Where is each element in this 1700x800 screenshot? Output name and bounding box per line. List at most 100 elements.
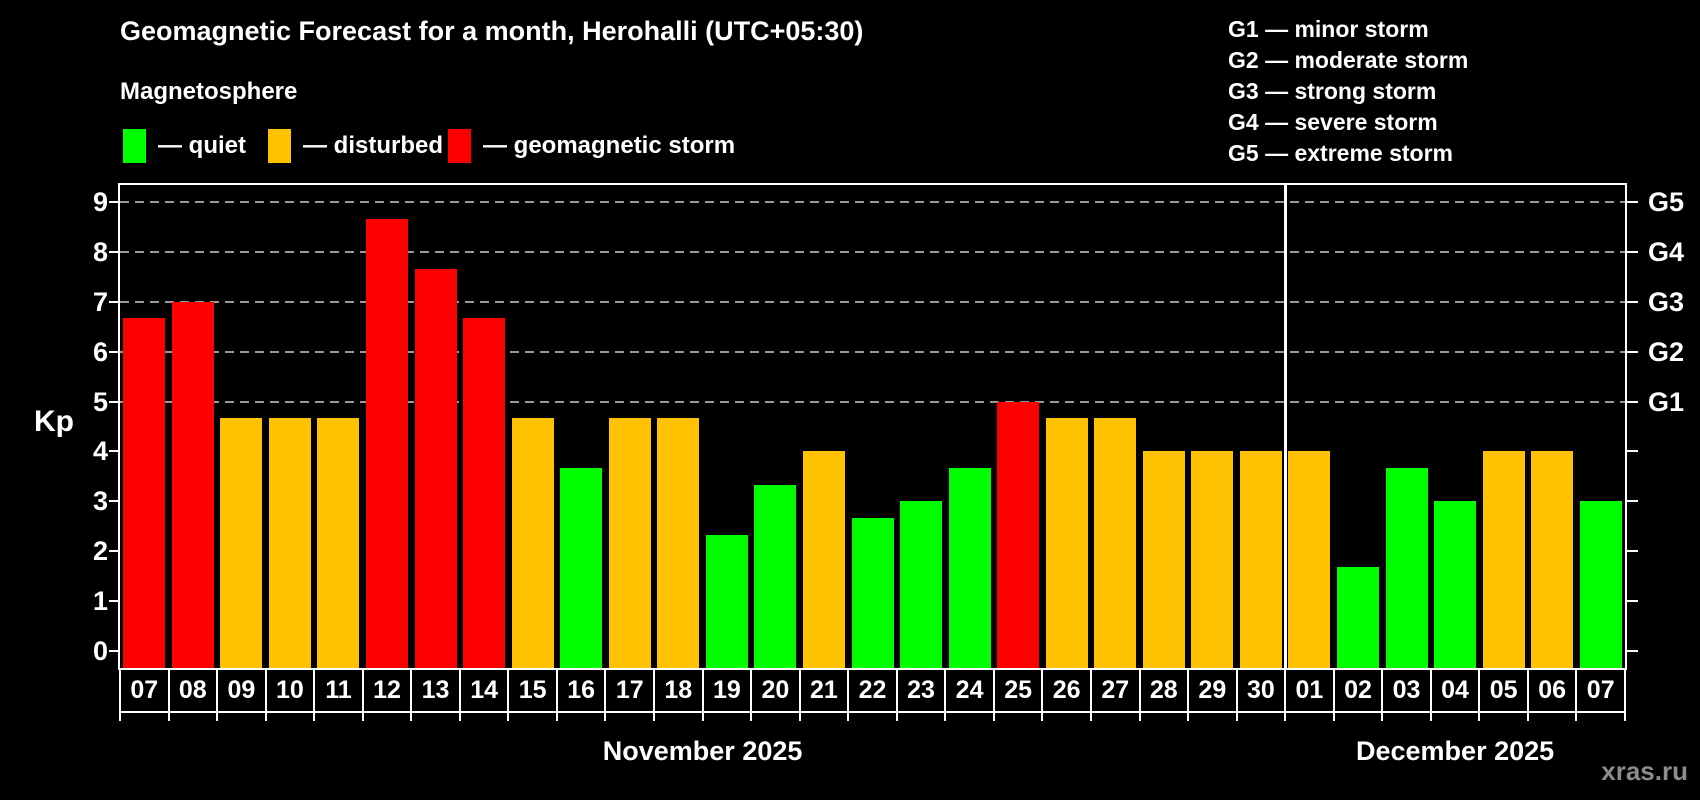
day-label: 23 xyxy=(895,668,947,713)
legend-label-storm: — geomagnetic storm xyxy=(483,132,736,159)
day-boundary-tick xyxy=(1187,713,1190,721)
day-label: 08 xyxy=(167,668,219,713)
kp-bar-10 xyxy=(268,418,311,668)
day-label: 27 xyxy=(1089,668,1141,713)
kp-bar-28 xyxy=(1142,451,1185,668)
right-axis-tick-8 xyxy=(1625,251,1638,254)
day-boundary-tick xyxy=(653,713,656,721)
day-label: 28 xyxy=(1138,668,1190,713)
day-boundary-tick xyxy=(1575,713,1578,721)
day-boundary-tick xyxy=(167,713,170,721)
day-label: 18 xyxy=(653,668,704,713)
kp-bar-19 xyxy=(705,534,748,668)
left-axis-tick-7 xyxy=(109,301,120,303)
day-boundary-tick xyxy=(1624,713,1626,721)
kp-tick-label-6: 6 xyxy=(92,336,108,367)
chart-title: Geomagnetic Forecast for a month, Heroha… xyxy=(120,16,864,46)
day-label: 17 xyxy=(604,668,656,713)
day-boundary-tick xyxy=(847,713,850,721)
left-axis-tick-2 xyxy=(109,549,120,552)
kp-bar-21 xyxy=(802,451,845,668)
day-label: 21 xyxy=(798,668,850,713)
day-label: 02 xyxy=(1332,668,1384,713)
day-label: 06 xyxy=(1526,668,1578,713)
kp-bar-16 xyxy=(560,467,603,668)
day-label: 07 xyxy=(1575,668,1626,713)
day-label: 20 xyxy=(750,668,801,713)
chart-subtitle: Magnetosphere xyxy=(120,78,298,105)
kp-bar-13 xyxy=(414,268,457,668)
day-label: 30 xyxy=(1235,668,1287,713)
right-axis-tick-9 xyxy=(1625,201,1638,204)
gridline-kp7 xyxy=(120,301,1625,303)
day-boundary-tick xyxy=(798,713,801,721)
day-label: 26 xyxy=(1041,668,1092,713)
day-label: 19 xyxy=(701,668,753,713)
kp-bar-14 xyxy=(463,318,506,668)
day-label: 05 xyxy=(1478,668,1529,713)
day-label: 29 xyxy=(1187,668,1238,713)
kp-tick-label-7: 7 xyxy=(92,287,108,317)
g-legend-line-g2: G2 — moderate storm xyxy=(1228,47,1469,73)
kp-bar-20 xyxy=(754,484,797,668)
left-axis-tick-5 xyxy=(109,400,120,403)
left-axis-tick-6 xyxy=(109,350,120,353)
right-axis-tick-0 xyxy=(1625,649,1638,652)
y-axis-title: Kp xyxy=(34,405,74,438)
legend-label-disturbed: — disturbed xyxy=(303,132,444,159)
kp-tick-label-9: 9 xyxy=(92,187,108,218)
right-axis-tick-2 xyxy=(1625,549,1638,552)
day-label: 09 xyxy=(216,668,267,713)
gridline-kp6 xyxy=(120,350,1625,353)
month-separator xyxy=(1283,185,1287,668)
day-boundary-tick xyxy=(264,713,267,721)
right-axis-tick-5 xyxy=(1625,400,1638,403)
right-axis-tick-6 xyxy=(1625,350,1638,353)
day-label: 22 xyxy=(847,668,898,713)
day-label: 25 xyxy=(992,668,1044,713)
day-boundary-tick xyxy=(992,713,995,721)
g-legend-line-g3: G3 — strong storm xyxy=(1228,78,1437,104)
day-label: 12 xyxy=(361,668,413,713)
kp-bar-04 xyxy=(1434,501,1477,668)
kp-bar-01 xyxy=(1288,451,1331,668)
right-axis-tick-7 xyxy=(1625,301,1638,303)
day-label: 14 xyxy=(458,668,510,713)
day-label: 07 xyxy=(119,668,170,713)
kp-tick-label-4: 4 xyxy=(92,436,108,467)
day-boundary-tick xyxy=(701,713,704,721)
kp-bar-22 xyxy=(851,517,894,668)
legend-label-quiet: — quiet xyxy=(158,132,246,159)
kp-bar-15 xyxy=(511,418,554,668)
day-boundary-tick xyxy=(410,713,413,721)
day-label: 03 xyxy=(1381,668,1432,713)
month-label-0: November 2025 xyxy=(602,736,803,766)
kp-bar-18 xyxy=(657,418,700,668)
day-label: 04 xyxy=(1429,668,1481,713)
day-boundary-tick xyxy=(1041,713,1044,721)
legend-item-quiet: — quiet xyxy=(123,128,246,164)
kp-bar-24 xyxy=(948,467,991,668)
day-label: 13 xyxy=(410,668,461,713)
day-boundary-tick xyxy=(895,713,898,721)
left-axis-tick-9 xyxy=(109,201,120,204)
day-label: 10 xyxy=(264,668,316,713)
kp-bar-07 xyxy=(1579,501,1622,668)
day-boundary-tick xyxy=(507,713,510,721)
g-legend-line-g5: G5 — extreme storm xyxy=(1228,140,1453,166)
right-axis-tick-3 xyxy=(1625,500,1638,503)
day-label: 15 xyxy=(507,668,558,713)
kp-bar-07 xyxy=(123,318,166,668)
kp-bar-27 xyxy=(1094,418,1137,668)
kp-tick-label-5: 5 xyxy=(92,386,108,417)
day-boundary-tick xyxy=(458,713,461,721)
kp-bar-29 xyxy=(1191,451,1234,668)
kp-bar-30 xyxy=(1239,451,1282,668)
kp-bar-05 xyxy=(1482,451,1525,668)
storm-color-swatch xyxy=(448,129,471,163)
kp-tick-label-1: 1 xyxy=(92,585,108,616)
kp-tick-label-3: 3 xyxy=(92,486,108,517)
day-boundary-tick xyxy=(1089,713,1092,721)
left-axis-tick-1 xyxy=(109,599,120,602)
